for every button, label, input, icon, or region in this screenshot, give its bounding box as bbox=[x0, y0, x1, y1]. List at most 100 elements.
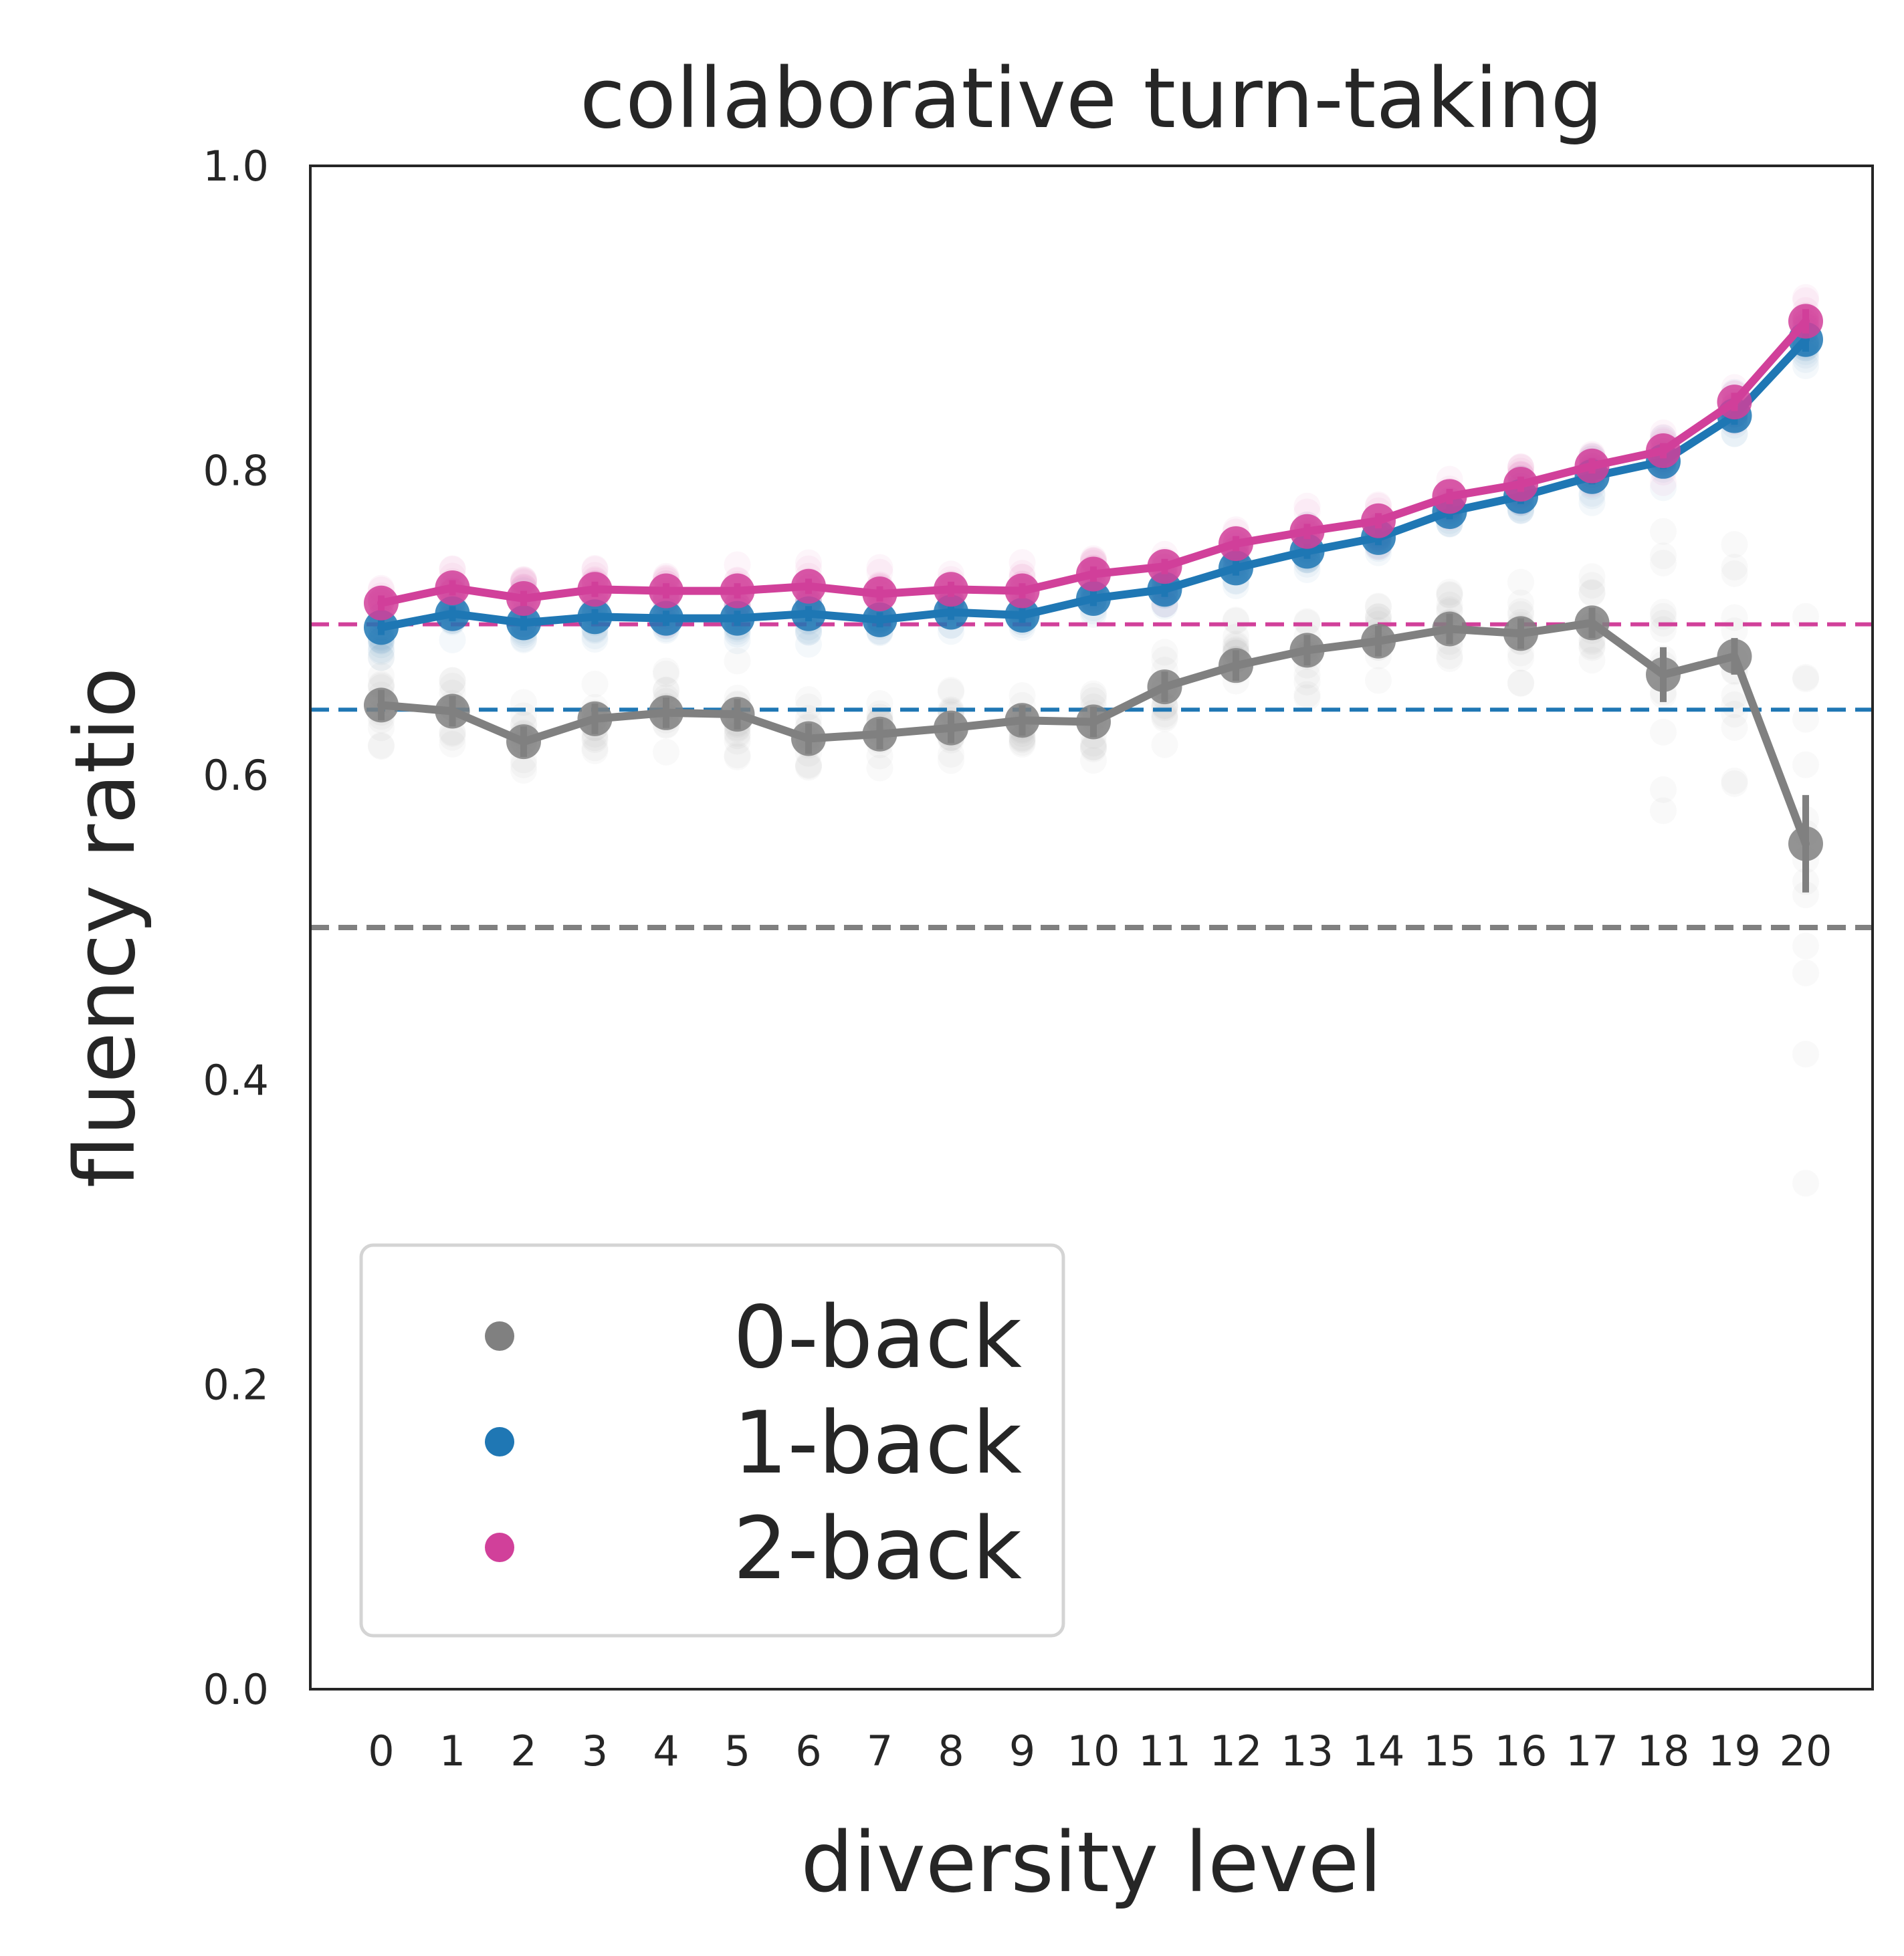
scatter-point bbox=[1650, 599, 1677, 626]
scatter-point bbox=[1792, 959, 1819, 986]
scatter-point bbox=[1080, 683, 1107, 710]
x-tick-label: 11 bbox=[1138, 1727, 1191, 1775]
x-tick-label: 20 bbox=[1780, 1727, 1832, 1775]
scatter-point bbox=[1293, 669, 1321, 696]
data-point bbox=[862, 602, 897, 637]
x-tick-label: 14 bbox=[1352, 1727, 1405, 1775]
scatter-point bbox=[1721, 714, 1748, 741]
x-tick-label: 6 bbox=[795, 1727, 821, 1775]
scatter-point bbox=[1792, 751, 1819, 778]
x-tick-label: 18 bbox=[1637, 1727, 1690, 1775]
data-point bbox=[1788, 304, 1823, 339]
scatter-point bbox=[724, 743, 751, 770]
scatter-point bbox=[1792, 1170, 1819, 1197]
plot-area bbox=[310, 284, 1873, 1197]
x-tick-label: 15 bbox=[1423, 1727, 1476, 1775]
data-point bbox=[1361, 623, 1396, 659]
x-tick-label: 17 bbox=[1566, 1727, 1618, 1775]
data-point bbox=[435, 693, 470, 729]
scatter-point bbox=[510, 756, 537, 784]
scatter-point bbox=[795, 631, 822, 658]
data-point bbox=[720, 601, 755, 636]
plot-frame bbox=[309, 165, 1874, 1691]
scatter-point bbox=[439, 667, 466, 694]
data-point bbox=[506, 580, 541, 616]
x-tick-label: 3 bbox=[582, 1727, 608, 1775]
scatter-point bbox=[1080, 734, 1107, 761]
data-point bbox=[435, 596, 470, 631]
scatter-point bbox=[1080, 747, 1107, 774]
scatter-point bbox=[439, 730, 466, 758]
scatter-point bbox=[1578, 632, 1606, 659]
scatter-point bbox=[1792, 705, 1819, 733]
scatter-point bbox=[1365, 593, 1392, 621]
scatter-point bbox=[368, 638, 395, 665]
reference-lines bbox=[310, 622, 1873, 930]
data-point bbox=[934, 710, 968, 746]
scatter-point bbox=[1792, 284, 1819, 311]
scatter-point bbox=[724, 551, 751, 578]
x-tick-label: 7 bbox=[867, 1727, 893, 1775]
scatter-point bbox=[1151, 646, 1178, 673]
scatter-point bbox=[1436, 591, 1463, 619]
scatter-point bbox=[1293, 681, 1321, 708]
scatter-point bbox=[1650, 518, 1677, 545]
scatter-point bbox=[1721, 767, 1748, 794]
scatter-point bbox=[866, 554, 893, 581]
x-tick-label: 16 bbox=[1495, 1727, 1548, 1775]
legend-label: 2-back bbox=[733, 1499, 1022, 1599]
scatter-point bbox=[795, 549, 822, 576]
data-point bbox=[1717, 639, 1752, 674]
scatter-point bbox=[938, 678, 964, 705]
scatter-point bbox=[653, 676, 679, 703]
scatter-point bbox=[1507, 645, 1534, 672]
data-point bbox=[506, 605, 541, 641]
scatter-point bbox=[1223, 607, 1249, 634]
data-point bbox=[1646, 657, 1681, 692]
scatter-point bbox=[510, 689, 537, 716]
scatter-point bbox=[1293, 492, 1321, 520]
scatter-point bbox=[1578, 578, 1606, 606]
data-point bbox=[1361, 503, 1396, 538]
scatter-point bbox=[1721, 691, 1748, 718]
data-point bbox=[1289, 514, 1325, 549]
scatter-point bbox=[1223, 607, 1249, 635]
x-tick-label: 9 bbox=[1009, 1727, 1035, 1775]
x-tick-label: 4 bbox=[653, 1727, 679, 1775]
x-axis-label: diversity level bbox=[801, 1815, 1382, 1911]
data-point bbox=[1004, 598, 1040, 633]
scatter-point bbox=[1792, 665, 1819, 693]
data-point bbox=[577, 572, 613, 607]
y-tick-label: 0.6 bbox=[203, 751, 269, 800]
scatter-point bbox=[1792, 881, 1819, 909]
data-point bbox=[1147, 549, 1182, 584]
scatter-point bbox=[368, 733, 395, 760]
data-point bbox=[1788, 826, 1823, 861]
scatter-point bbox=[724, 728, 751, 755]
scatter-point bbox=[1721, 560, 1748, 587]
scatter-point bbox=[1792, 932, 1819, 960]
scatter-point bbox=[439, 667, 466, 694]
data-point bbox=[1076, 704, 1111, 740]
data-point bbox=[1289, 633, 1325, 668]
scatter-point bbox=[724, 647, 751, 675]
scatter-point bbox=[1792, 1041, 1819, 1068]
data-point bbox=[364, 585, 399, 621]
scatter-point bbox=[1507, 568, 1534, 596]
scatter-point bbox=[1792, 663, 1819, 691]
scatter-point bbox=[581, 734, 609, 762]
scatter-point bbox=[1293, 661, 1321, 689]
data-point bbox=[934, 572, 968, 607]
scatter-point bbox=[795, 693, 822, 721]
series-layer bbox=[364, 304, 1823, 893]
scatter-point bbox=[439, 724, 466, 751]
scatter-point bbox=[1365, 667, 1392, 694]
scatter-point bbox=[1223, 623, 1249, 651]
scatter-point bbox=[653, 657, 679, 685]
scatter-point bbox=[653, 660, 679, 687]
scatter-point bbox=[368, 662, 395, 689]
data-point bbox=[862, 576, 897, 612]
scatter-point bbox=[795, 751, 822, 778]
scatter-point bbox=[1151, 731, 1178, 758]
